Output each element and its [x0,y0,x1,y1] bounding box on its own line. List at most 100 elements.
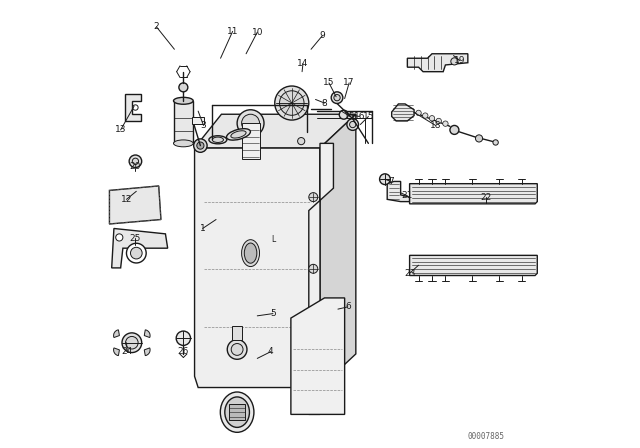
Text: 15: 15 [323,78,335,87]
Wedge shape [114,348,120,356]
Circle shape [231,344,243,355]
Circle shape [275,86,309,120]
Ellipse shape [231,131,246,138]
Bar [192,117,204,124]
Text: 00007885: 00007885 [467,432,504,441]
Circle shape [309,323,318,332]
Circle shape [237,110,264,137]
Ellipse shape [227,129,250,140]
Ellipse shape [220,392,254,432]
Text: 18: 18 [430,121,442,130]
Text: 9: 9 [319,31,325,40]
Circle shape [339,110,348,119]
Bar [229,404,245,420]
Text: 20: 20 [130,162,141,171]
Ellipse shape [209,136,227,144]
Wedge shape [114,330,120,337]
Text: 11: 11 [227,27,238,36]
Text: 13: 13 [115,125,126,134]
Circle shape [116,234,123,241]
Bar [232,326,243,340]
Polygon shape [410,184,538,204]
Circle shape [349,121,356,128]
Polygon shape [309,143,333,414]
Text: 2: 2 [154,22,159,31]
Polygon shape [410,255,538,276]
Circle shape [125,336,138,349]
Ellipse shape [225,397,250,427]
Circle shape [429,116,435,121]
Polygon shape [320,114,356,388]
Circle shape [451,58,458,65]
Circle shape [422,113,428,118]
Circle shape [309,193,318,202]
Circle shape [242,114,260,132]
Circle shape [194,139,207,152]
Polygon shape [392,104,414,121]
Text: 5: 5 [270,309,276,318]
Circle shape [493,140,499,145]
Text: 10: 10 [252,28,263,37]
Text: 23: 23 [404,269,415,278]
Circle shape [197,142,204,149]
Text: 14: 14 [298,59,308,68]
Circle shape [309,264,318,273]
Circle shape [347,119,358,130]
Bar [173,101,193,143]
Text: 6: 6 [345,302,351,311]
Circle shape [311,327,320,336]
Circle shape [416,110,421,116]
Circle shape [179,83,188,92]
Circle shape [227,340,247,359]
Bar [241,123,260,159]
Circle shape [176,331,191,345]
Polygon shape [291,298,345,414]
Text: L: L [271,235,275,244]
Polygon shape [109,186,161,224]
Polygon shape [387,181,410,202]
Wedge shape [144,348,150,356]
Polygon shape [195,148,320,388]
Text: 22: 22 [480,193,492,202]
Text: 24: 24 [122,347,133,356]
Circle shape [334,95,340,101]
Polygon shape [112,228,168,268]
Circle shape [312,358,319,364]
Text: 21: 21 [402,191,413,200]
Circle shape [127,243,146,263]
Text: 1: 1 [200,224,205,233]
Text: 15: 15 [344,112,356,121]
Text: 26: 26 [178,347,189,356]
Polygon shape [407,54,468,72]
Text: 4: 4 [268,347,273,356]
Circle shape [122,333,141,353]
Circle shape [443,121,448,126]
Wedge shape [144,330,150,337]
Circle shape [132,105,138,110]
Circle shape [280,91,304,115]
Polygon shape [125,94,141,121]
Text: 15: 15 [363,112,374,121]
Circle shape [298,138,305,145]
Ellipse shape [173,140,193,147]
Text: 3: 3 [201,121,206,130]
Text: 7: 7 [388,177,394,186]
Circle shape [436,118,442,124]
Ellipse shape [212,137,223,142]
Ellipse shape [244,243,257,263]
Text: 8: 8 [322,99,327,108]
Circle shape [332,92,343,103]
Circle shape [380,174,390,185]
Ellipse shape [173,97,193,104]
Text: 25: 25 [130,234,141,243]
Text: 16: 16 [354,112,365,121]
Ellipse shape [242,240,260,267]
Circle shape [132,158,139,164]
Polygon shape [195,114,356,148]
Text: 17: 17 [344,78,355,87]
Circle shape [476,135,483,142]
Circle shape [131,247,142,259]
Text: 19: 19 [454,56,465,65]
Text: 12: 12 [121,195,132,204]
Circle shape [129,155,141,168]
